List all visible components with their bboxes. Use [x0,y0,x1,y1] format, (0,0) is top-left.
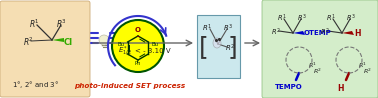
Text: OTEMP: OTEMP [304,30,332,36]
Text: $R^1$: $R^1$ [358,60,367,70]
Text: H: H [354,29,361,38]
Text: O: O [135,27,141,33]
FancyBboxPatch shape [0,1,90,97]
Text: $R^2$: $R^2$ [363,66,372,76]
Text: < - 3.10 V: < - 3.10 V [135,48,170,54]
Text: $R^2$: $R^2$ [320,26,330,38]
Polygon shape [293,31,305,35]
Text: Ph: Ph [135,61,141,66]
Text: Bu: Bu [117,41,124,46]
Text: $R^2$: $R^2$ [313,66,322,76]
Text: $R^2$: $R^2$ [271,26,281,38]
FancyBboxPatch shape [197,15,240,78]
Text: [: [ [199,35,209,59]
Text: $R^3$: $R^3$ [56,18,68,30]
Text: photo-induced SET process: photo-induced SET process [74,83,186,89]
Text: TEMPO: TEMPO [275,84,303,90]
Text: $R^3$: $R^3$ [223,22,233,34]
Text: $R^2$: $R^2$ [225,42,235,54]
Text: 1$\degree$, 2$\degree$ and 3$\degree$: 1$\degree$, 2$\degree$ and 3$\degree$ [12,78,59,89]
Polygon shape [342,31,354,35]
Text: $E^*_{1/2}$: $E^*_{1/2}$ [118,44,132,58]
FancyBboxPatch shape [262,0,378,98]
Text: $R^3$: $R^3$ [297,12,307,24]
Text: ]: ] [227,35,237,59]
Polygon shape [52,38,64,42]
Circle shape [112,20,164,72]
Text: H: H [338,84,344,93]
Text: $R^1$: $R^1$ [308,60,317,70]
Text: $R^3$: $R^3$ [346,12,356,24]
Ellipse shape [213,38,221,48]
Text: Bu: Bu [152,41,159,46]
Text: Cl: Cl [64,38,73,46]
Text: $R^1$: $R^1$ [326,12,336,24]
Text: $R^2$: $R^2$ [23,36,33,48]
Text: $R^1$: $R^1$ [29,18,39,30]
Text: $R^1$: $R^1$ [277,12,287,24]
Circle shape [99,35,109,45]
Text: $R^1$: $R^1$ [202,22,212,34]
